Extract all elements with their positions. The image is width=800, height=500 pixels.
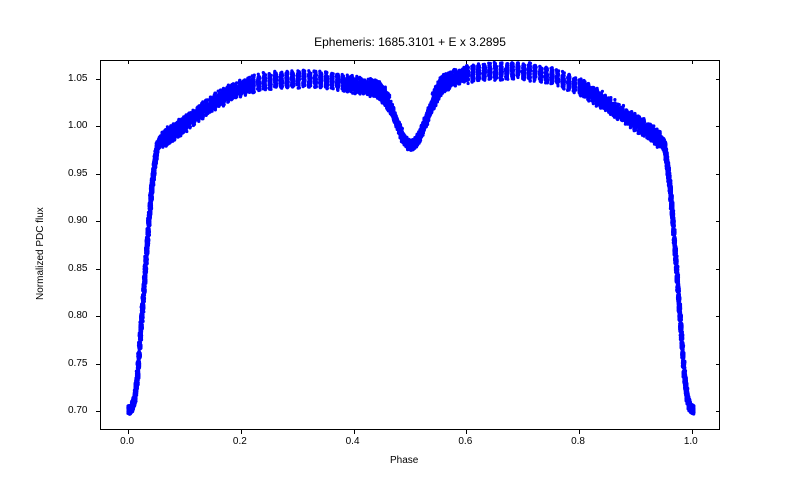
x-tick <box>128 430 129 434</box>
y-tick <box>96 221 100 222</box>
x-tick <box>241 60 242 64</box>
x-tick <box>241 430 242 434</box>
light-curve-series <box>101 61 721 431</box>
x-tick-label: 0.4 <box>346 436 360 447</box>
y-tick <box>96 174 100 175</box>
x-axis-label: Phase <box>390 455 418 466</box>
y-tick-label: 0.70 <box>68 405 87 416</box>
x-tick <box>354 60 355 64</box>
y-tick <box>96 411 100 412</box>
y-tick <box>716 364 720 365</box>
y-tick <box>96 79 100 80</box>
x-tick-label: 0.0 <box>120 436 134 447</box>
y-tick <box>716 316 720 317</box>
y-tick-label: 0.95 <box>68 168 87 179</box>
plot-area <box>100 60 720 430</box>
x-tick-label: 0.8 <box>571 436 585 447</box>
y-tick <box>96 316 100 317</box>
x-tick-label: 0.6 <box>458 436 472 447</box>
x-tick-label: 1.0 <box>684 436 698 447</box>
x-tick <box>466 60 467 64</box>
x-tick <box>692 60 693 64</box>
x-tick <box>128 60 129 64</box>
y-tick-label: 0.90 <box>68 215 87 226</box>
y-tick <box>716 269 720 270</box>
y-tick <box>716 79 720 80</box>
y-tick <box>716 221 720 222</box>
x-tick <box>579 430 580 434</box>
y-tick <box>96 269 100 270</box>
chart-container: Ephemeris: 1685.3101 + E x 3.2895 Phase … <box>0 0 800 500</box>
x-tick <box>692 430 693 434</box>
y-tick-label: 0.75 <box>68 358 87 369</box>
y-tick <box>716 174 720 175</box>
x-tick <box>579 60 580 64</box>
x-tick <box>354 430 355 434</box>
y-tick <box>96 364 100 365</box>
y-tick-label: 0.85 <box>68 263 87 274</box>
y-tick <box>716 411 720 412</box>
y-tick <box>716 126 720 127</box>
y-tick-label: 1.05 <box>68 73 87 84</box>
chart-title: Ephemeris: 1685.3101 + E x 3.2895 <box>100 35 720 49</box>
y-tick <box>96 126 100 127</box>
y-tick-label: 1.00 <box>68 120 87 131</box>
y-axis-label: Normalized PDC flux <box>35 207 46 300</box>
x-tick <box>466 430 467 434</box>
y-tick-label: 0.80 <box>68 310 87 321</box>
x-tick-label: 0.2 <box>233 436 247 447</box>
